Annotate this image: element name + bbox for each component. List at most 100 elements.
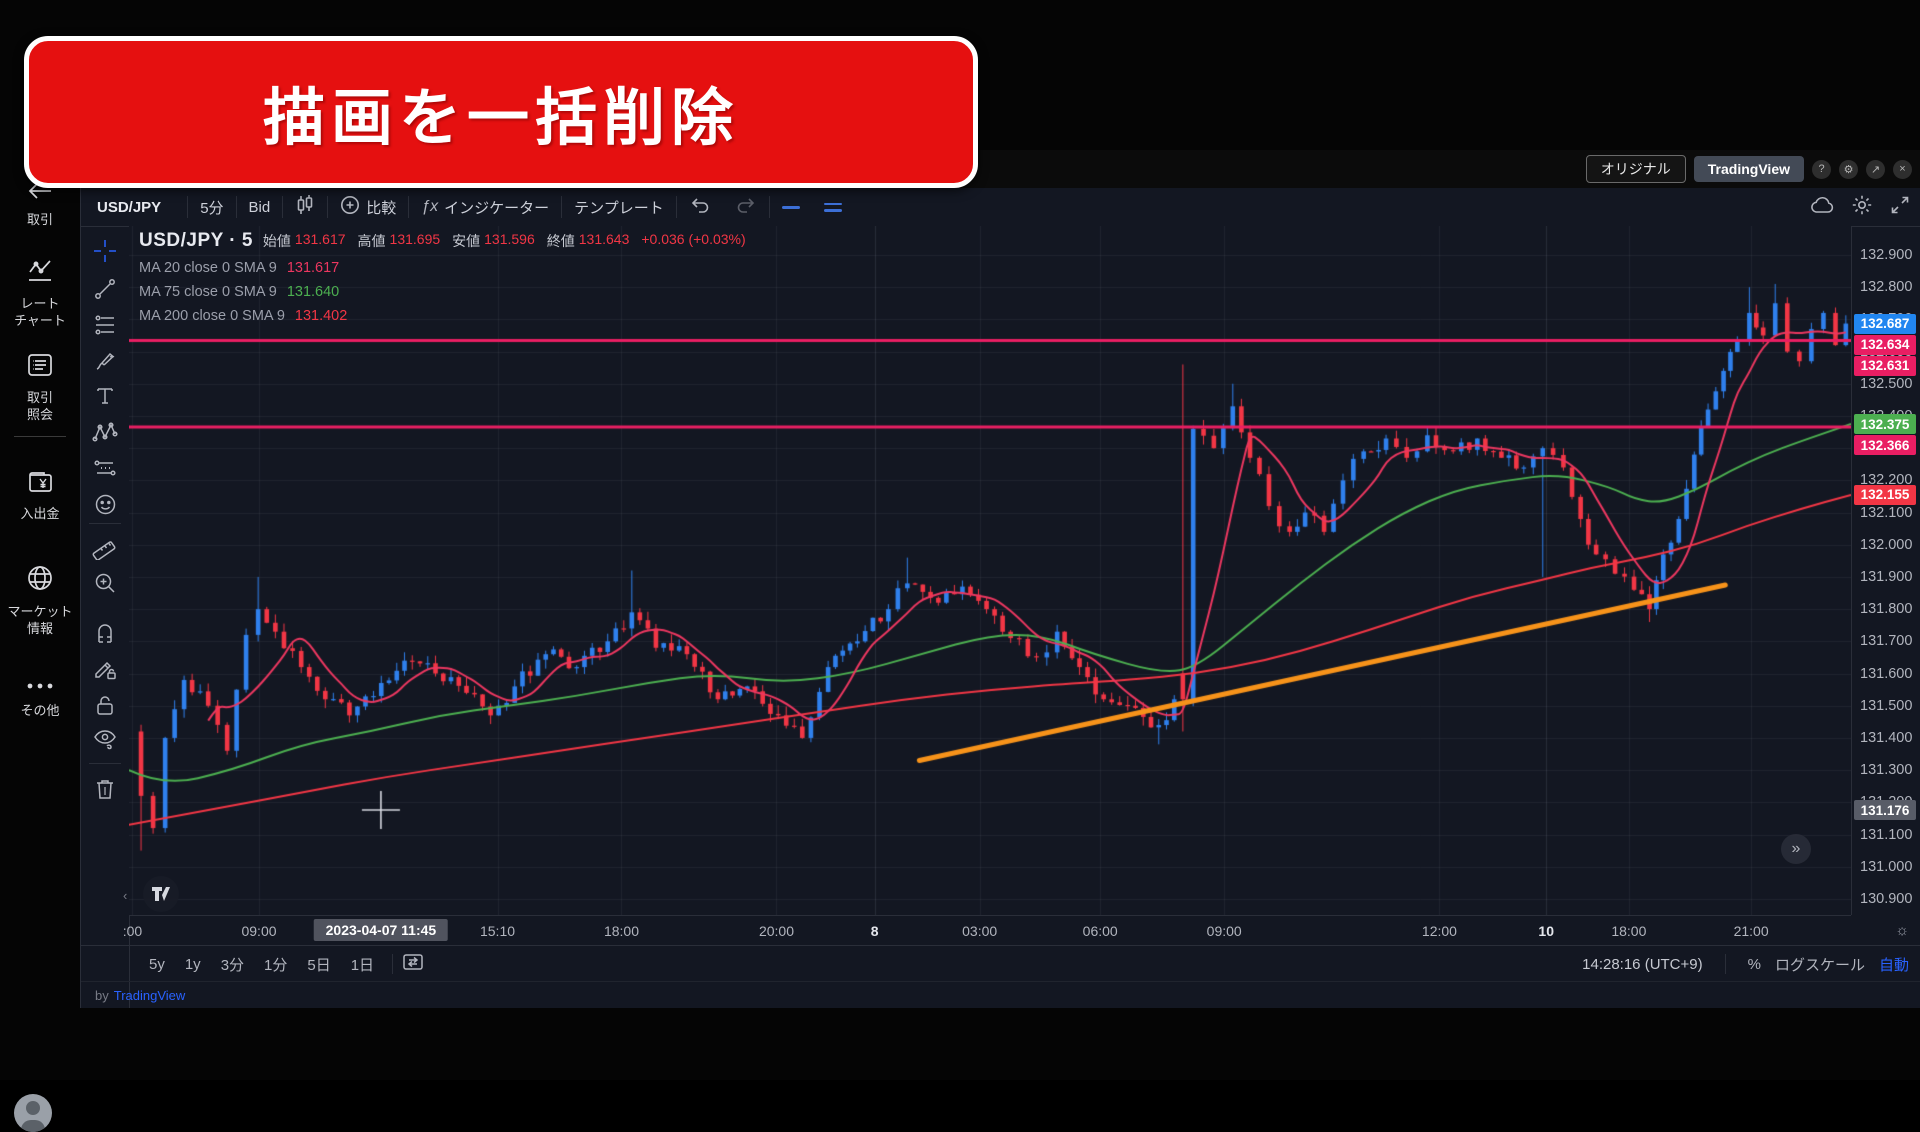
annotation-banner: 描画を一括削除: [24, 36, 978, 188]
screen: 描画を一括削除 取引 レート チャート 取引 照会 入出金 マーケット 情報 そ…: [0, 36, 1920, 1132]
help-icon[interactable]: ?: [1812, 159, 1831, 179]
close-icon[interactable]: ×: [1893, 159, 1912, 179]
app-sidebar: 取引 レート チャート 取引 照会 入出金 マーケット 情報 その他: [0, 150, 80, 1132]
percent-scale-button[interactable]: %: [1747, 955, 1761, 973]
time-tick-label: 21:00: [1733, 923, 1769, 939]
time-axis[interactable]: 2023-04-07 11:45 ☼ :00 09:00 15:10 18:00 20:…: [123, 915, 1909, 946]
legend-symbol: USD/JPY · 5: [139, 230, 253, 251]
templates-button[interactable]: テンプレート: [574, 199, 664, 217]
price-tick-label: 131.000: [1860, 858, 1913, 875]
sidebar-item-others[interactable]: その他: [0, 678, 80, 719]
hide-all-drawings-icon[interactable]: [91, 725, 119, 753]
remove-drawings-icon[interactable]: [91, 775, 119, 803]
zoom-in-icon[interactable]: [91, 569, 119, 597]
range-1d[interactable]: 1日: [350, 956, 375, 974]
price-tag-132.631: 132.631: [1854, 355, 1916, 376]
time-tick-label: :00: [122, 923, 143, 939]
redo-button[interactable]: [723, 188, 769, 226]
fullscreen-icon[interactable]: [1889, 194, 1911, 220]
ellipsis-icon: [25, 678, 55, 696]
trend-line-icon[interactable]: [91, 275, 119, 303]
xabcd-pattern-icon[interactable]: [91, 418, 119, 446]
legend-ma75-row: MA 75 close 0 SMA 9 131.640: [139, 284, 340, 300]
parallel-lines-shortcut[interactable]: [812, 188, 854, 226]
price-tick-label: 131.600: [1860, 665, 1913, 682]
tradingview-link[interactable]: TradingView: [113, 987, 186, 1003]
gear-icon[interactable]: ⚙: [1839, 159, 1858, 179]
user-avatar[interactable]: [14, 1094, 52, 1132]
time-tick-label: 12:00: [1421, 923, 1457, 939]
range-5y[interactable]: 5y: [149, 955, 165, 973]
log-scale-button[interactable]: ログスケール: [1774, 956, 1865, 974]
sidebar-item-deposit[interactable]: 入出金: [0, 468, 80, 522]
magnet-icon[interactable]: [91, 619, 119, 647]
horizontal-line-shortcut[interactable]: [770, 188, 812, 226]
drawing-sync-lock-icon[interactable]: [91, 655, 119, 683]
price-tick-label: 131.700: [1860, 633, 1913, 650]
forecast-tool-icon[interactable]: [91, 454, 119, 482]
price-tick-label: 132.000: [1860, 536, 1913, 553]
indicators-button[interactable]: ƒx インジケーター: [421, 198, 550, 217]
time-tick-label: 18:00: [1611, 923, 1647, 939]
sidebar-item-rate-chart[interactable]: レート チャート: [0, 258, 80, 329]
collapse-left-icon[interactable]: ‹: [123, 888, 128, 903]
banner-text: 描画を一括削除: [262, 84, 739, 153]
sidebar-item-trade-inquiry[interactable]: 取引 照会: [0, 352, 80, 423]
brush-icon[interactable]: [91, 347, 119, 375]
clock-label[interactable]: 14:28:16 (UTC+9): [1582, 955, 1703, 973]
price-tick-label: 131.300: [1860, 762, 1913, 779]
emoji-tool-icon[interactable]: [91, 490, 119, 518]
redo-icon: [735, 196, 757, 218]
go-to-date-icon[interactable]: [401, 952, 425, 976]
chart-panel: USD/JPY 5分 Bid 比較 ƒx インジケーター テンプレート: [80, 188, 1920, 1008]
legend-change: +0.036 (+0.03%): [641, 231, 746, 247]
price-tag-132.155: 132.155: [1854, 484, 1916, 505]
lock-all-drawings-icon[interactable]: [91, 691, 119, 719]
compare-plus-icon: [340, 195, 360, 219]
legend-ma200-row: MA 200 close 0 SMA 9 131.402: [139, 308, 348, 324]
price-type-button[interactable]: Bid: [248, 198, 271, 216]
symbol-button[interactable]: USD/JPY: [97, 198, 162, 216]
compare-button[interactable]: 比較: [328, 188, 408, 226]
crosshair-tool-icon[interactable]: [91, 237, 119, 265]
price-chart-canvas[interactable]: [129, 226, 1851, 915]
tradingview-view-button[interactable]: TradingView: [1693, 156, 1804, 182]
undo-button[interactable]: [677, 188, 723, 226]
session-icon[interactable]: ☼: [1895, 922, 1909, 939]
time-tick-label: 06:00: [1082, 923, 1118, 939]
sidebar-item-trade[interactable]: 取引: [0, 182, 80, 228]
range-1m[interactable]: 1分: [264, 956, 288, 974]
chart-legend: USD/JPY · 5 始値 131.617 高値 131.695 安値 131.59…: [139, 230, 754, 328]
interval-button[interactable]: 5分: [200, 199, 224, 217]
settings-gear-icon[interactable]: [1851, 194, 1873, 220]
tradingview-logo[interactable]: [143, 876, 179, 912]
popout-icon[interactable]: ↗: [1866, 159, 1885, 179]
range-5d[interactable]: 5日: [307, 956, 331, 974]
fx-icon: ƒx: [421, 198, 439, 215]
range-3m[interactable]: 3分: [220, 956, 245, 974]
cloud-icon[interactable]: [1809, 195, 1835, 219]
list-icon: [26, 352, 54, 383]
back-arrow-icon: [27, 182, 53, 205]
chart-style-button[interactable]: [283, 188, 327, 226]
time-tick-label: 09:00: [1206, 923, 1242, 939]
sidebar-item-market-info[interactable]: マーケット 情報: [0, 564, 80, 637]
price-tick-label: 132.200: [1860, 472, 1913, 489]
price-axis[interactable]: 132.900132.800132.700132.600132.500132.4…: [1851, 226, 1920, 915]
chart-plot-area[interactable]: USD/JPY · 5 始値 131.617 高値 131.695 安値 131.59…: [129, 226, 1851, 915]
sidebar-divider: [14, 436, 66, 437]
time-tick-label: 20:00: [758, 923, 794, 939]
candles-icon: [295, 194, 315, 220]
original-view-button[interactable]: オリジナル: [1585, 155, 1686, 183]
legend-ohlc: 始値 131.617 高値 131.695 安値 131.596 終値 131.643 …: [262, 231, 746, 249]
time-tick-label: 8: [870, 923, 879, 939]
blue-dash-icon: [781, 205, 800, 209]
scroll-to-latest-button[interactable]: »: [1781, 834, 1811, 864]
price-tick-label: 130.900: [1860, 890, 1913, 907]
fib-retracement-icon[interactable]: [91, 311, 119, 339]
text-tool-icon[interactable]: [91, 382, 119, 410]
auto-scale-button[interactable]: 自動: [1878, 956, 1909, 974]
ruler-icon[interactable]: [91, 533, 119, 561]
range-1y[interactable]: 1y: [184, 955, 201, 973]
globe-icon: [26, 564, 54, 597]
